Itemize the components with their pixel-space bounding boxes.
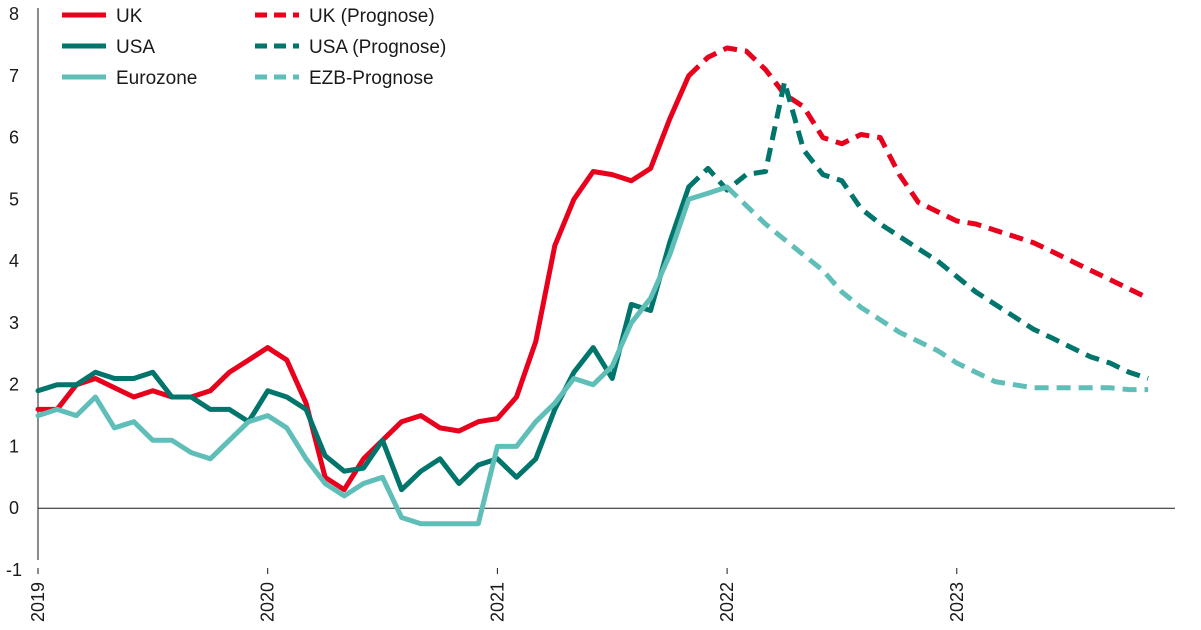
legend-label: UK (Prognose) — [309, 6, 435, 27]
y-tick-label: 6 — [9, 128, 19, 148]
y-tick-label: -1 — [6, 560, 22, 580]
y-tick-label: 4 — [9, 251, 19, 271]
series-line-usa — [35, 184, 692, 493]
legend-label: UK — [116, 6, 143, 27]
x-tick-label: 2023 — [947, 582, 967, 622]
y-tick-label: 3 — [9, 313, 19, 333]
legend-label: USA — [116, 37, 155, 58]
y-tick-label: 8 — [9, 4, 19, 24]
series-line-ezb-prognose — [725, 185, 1149, 393]
x-axis: 2019 2020 2021 2022 2023 — [28, 568, 967, 622]
series-line-usa-prognose — [686, 79, 1149, 381]
x-tick-label: 2022 — [717, 582, 737, 622]
legend-label: Eurozone — [116, 68, 197, 89]
y-tick-label: 5 — [9, 189, 19, 209]
series-line-eurozone — [35, 184, 730, 527]
legend-label: USA (Prognose) — [309, 37, 446, 58]
y-tick-label: 2 — [9, 375, 19, 395]
x-tick-label: 2020 — [258, 582, 278, 622]
series-line-uk-prognose — [686, 45, 1150, 301]
y-tick-label: 7 — [9, 66, 19, 86]
x-tick-label: 2021 — [487, 582, 507, 622]
legend-label: EZB-Prognose — [309, 68, 434, 89]
legend: UK USA Eurozone UK (Prognose) USA (Prognose)… — [62, 6, 446, 89]
y-tick-label: 1 — [9, 436, 19, 456]
y-tick-label: 0 — [9, 498, 19, 518]
series-lines — [35, 45, 1150, 527]
y-axis: -1 0 1 2 3 4 5 6 7 8 — [6, 4, 1175, 580]
x-tick-label: 2019 — [28, 582, 48, 622]
series-line-uk — [35, 73, 692, 493]
